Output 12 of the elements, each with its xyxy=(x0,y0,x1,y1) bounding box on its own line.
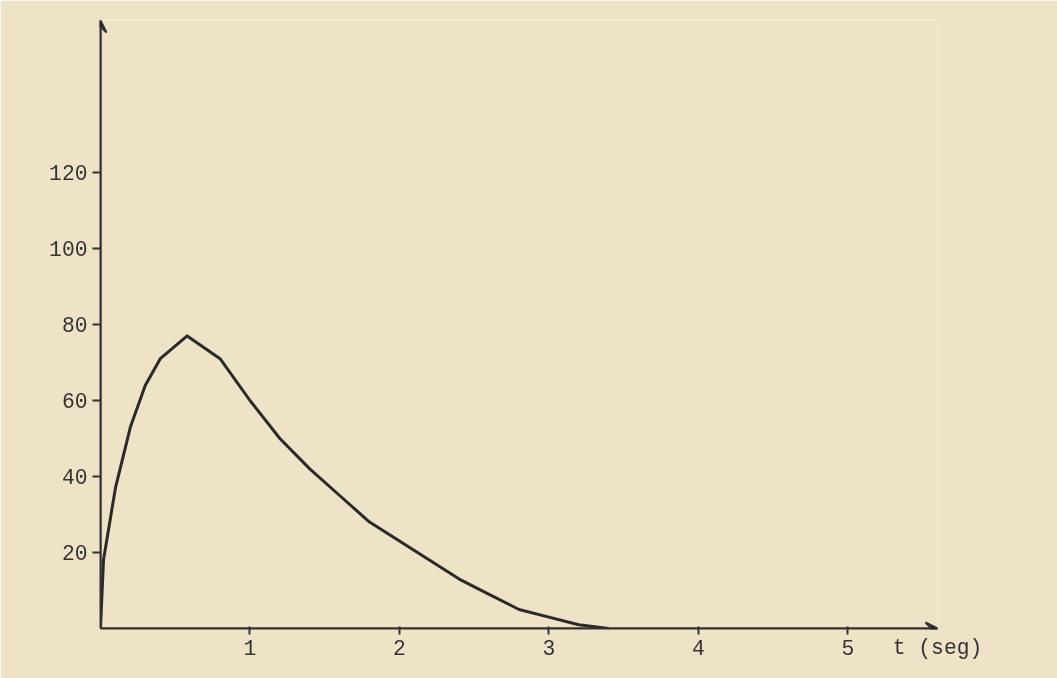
y-tick-label: 40 xyxy=(61,466,88,490)
y-tick-label: 60 xyxy=(61,390,88,414)
y-tick-label: 120 xyxy=(49,162,88,186)
x-tick-label: 5 xyxy=(841,636,855,661)
y-tick-label: 20 xyxy=(61,542,88,566)
y-tick-label: 100 xyxy=(49,238,88,262)
x-tick-label: 4 xyxy=(691,636,705,661)
x-tick-label: 3 xyxy=(542,636,556,661)
x-axis-title: t (seg) xyxy=(892,635,983,660)
x-tick-label: 2 xyxy=(393,636,406,661)
x-tick-label: 1 xyxy=(243,636,257,661)
y-tick-label: 80 xyxy=(61,314,88,338)
